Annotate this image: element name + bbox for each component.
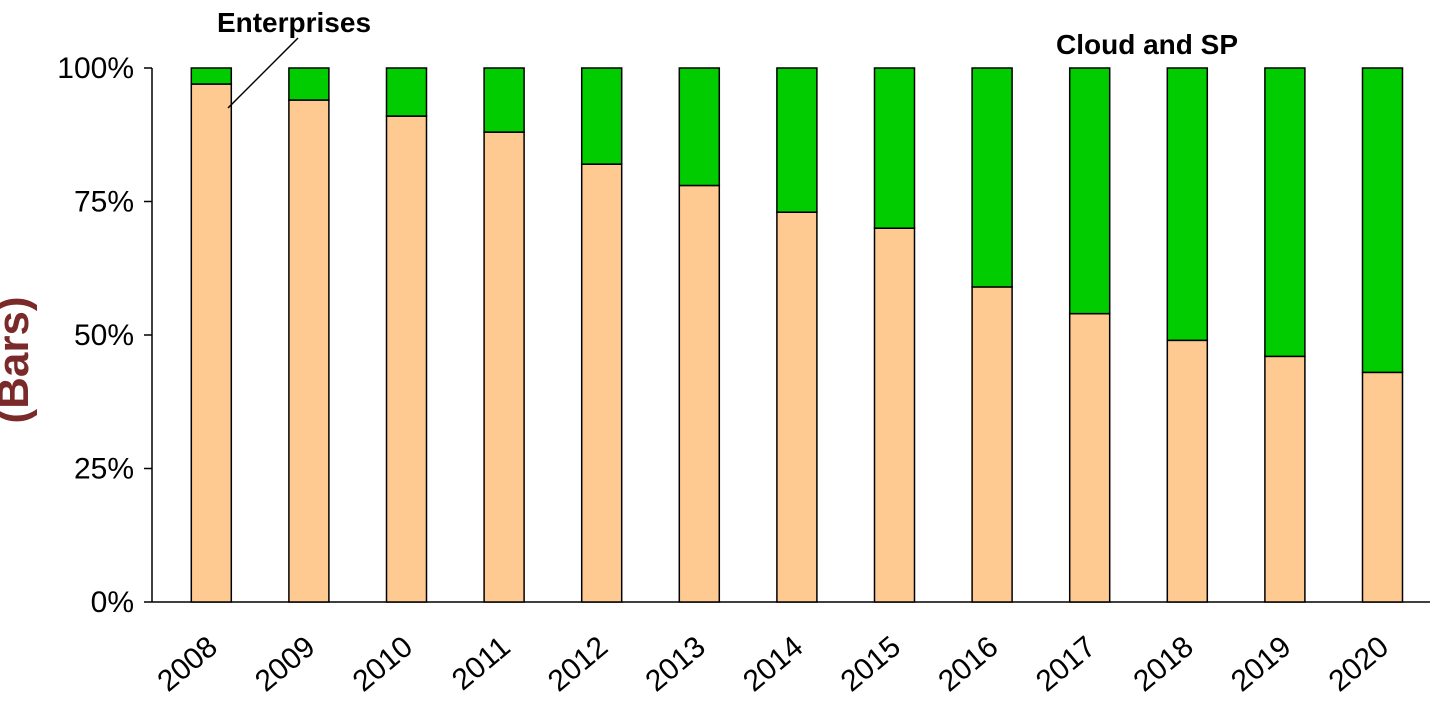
bar-cloud-and-sp — [288, 67, 330, 101]
annotation-enterprises-leader — [227, 37, 299, 109]
bar-cloud-and-sp — [1166, 67, 1209, 342]
bar-cloud-and-sp — [1068, 67, 1111, 315]
bar-cloud-and-sp — [483, 67, 525, 133]
bar-cloud-and-sp — [971, 67, 1013, 288]
bar-enterprises — [1068, 312, 1111, 603]
bar-enterprises — [385, 115, 428, 603]
bar-cloud-and-sp — [678, 67, 721, 187]
x-tick-label: 2008 — [151, 630, 223, 698]
bar-enterprises — [288, 99, 330, 603]
x-tick-label: 2014 — [737, 630, 809, 698]
bar-cloud-and-sp — [873, 67, 916, 229]
y-axis-label-text: (Bars) — [0, 296, 38, 423]
y-tick-label: 100% — [57, 52, 134, 85]
x-tick-label: 2010 — [347, 630, 419, 698]
annotation-enterprises: Enterprises — [217, 7, 371, 38]
bar-enterprises — [580, 163, 623, 603]
bar-cloud-and-sp — [1264, 67, 1306, 358]
annotations: Enterprises Cloud and SP — [217, 7, 1238, 109]
bar-cloud-and-sp — [776, 67, 818, 213]
bar-enterprises — [483, 131, 525, 603]
x-tick-label: 2018 — [1127, 630, 1199, 698]
y-tick-label: 50% — [74, 319, 134, 352]
bar-cloud-and-sp — [190, 67, 233, 85]
x-tick-label: 2012 — [542, 630, 614, 698]
bar-cloud-and-sp — [1361, 67, 1404, 374]
bar-enterprises — [971, 286, 1013, 603]
bar-enterprises — [678, 184, 721, 603]
y-tick-label: 0% — [91, 586, 134, 619]
bar-enterprises — [1361, 371, 1404, 603]
bar-enterprises — [1264, 355, 1306, 603]
x-tick-label: 2019 — [1225, 630, 1297, 698]
bar-cloud-and-sp — [385, 67, 428, 117]
bar-enterprises — [1166, 339, 1209, 603]
y-tick-label: 75% — [74, 186, 134, 219]
annotation-cloud-and-sp: Cloud and SP — [1056, 29, 1238, 60]
x-tick-label: 2015 — [835, 630, 907, 698]
x-tick-label: 2013 — [639, 630, 711, 698]
x-tick-label: 2020 — [1323, 630, 1395, 698]
y-tick-label: 25% — [74, 453, 134, 486]
bars — [190, 67, 1404, 603]
bar-enterprises — [190, 83, 233, 603]
bar-enterprises — [873, 227, 916, 603]
x-tick-label: 2009 — [249, 630, 321, 698]
x-tick-label: 2016 — [932, 630, 1004, 698]
bar-enterprises — [776, 211, 818, 603]
y-axis-label: (Bars) — [0, 296, 38, 423]
x-tick-label: 2017 — [1030, 630, 1102, 698]
bar-cloud-and-sp — [580, 67, 623, 165]
x-tick-label: 2011 — [446, 630, 517, 697]
